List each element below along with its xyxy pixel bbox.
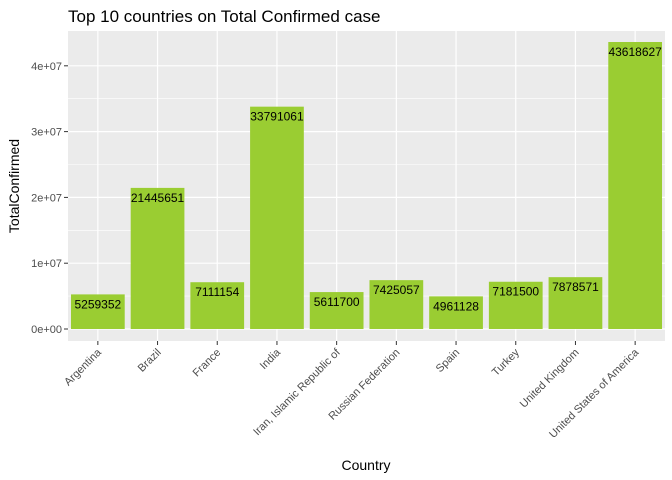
y-tick-label: 2e+07: [31, 192, 62, 204]
x-tick-label: Spain: [434, 347, 462, 375]
x-tick-label: France: [191, 347, 224, 380]
x-tick-label: Argentina: [62, 346, 104, 388]
x-axis-title: Country: [341, 457, 390, 473]
y-tick-label: 3e+07: [31, 127, 62, 139]
bar: [548, 277, 603, 329]
data-label: 7181500: [492, 285, 539, 299]
bar: [608, 42, 663, 329]
data-label: 33791061: [250, 110, 304, 124]
data-label: 7878571: [552, 280, 599, 294]
bar: [488, 281, 543, 329]
data-label: 21445651: [131, 191, 185, 205]
bar: [190, 282, 245, 329]
x-tick-label: India: [258, 346, 284, 372]
x-tick-label: Brazil: [136, 347, 164, 375]
data-label: 7111154: [195, 285, 239, 299]
y-axis: 0e+00 1e+07 2e+07 3e+07 4e+07: [31, 61, 68, 336]
data-label: 5611700: [314, 295, 360, 309]
data-labels: 5259352 21445651 7111154 33791061 5611700 742…: [74, 45, 662, 313]
x-tick-label: Turkey: [490, 346, 522, 378]
bar: [70, 294, 125, 329]
y-tick-label: 1e+07: [31, 258, 62, 270]
bars: [70, 42, 663, 330]
data-label: 4961128: [433, 299, 479, 313]
data-label: 7425057: [373, 283, 420, 297]
data-label: 43618627: [608, 45, 662, 59]
bar: [309, 292, 364, 329]
x-tick-label: United Kingdom: [518, 347, 582, 411]
chart-title: Top 10 countries on Total Confirmed case: [68, 7, 380, 26]
y-tick-label: 4e+07: [31, 61, 62, 73]
y-tick-label: 0e+00: [31, 324, 62, 336]
y-axis-title: TotalConfirmed: [6, 139, 22, 233]
bar: [429, 296, 483, 329]
bar: [250, 106, 304, 330]
data-label: 5259352: [74, 297, 121, 311]
bar: [130, 187, 185, 329]
bar: [369, 280, 424, 329]
